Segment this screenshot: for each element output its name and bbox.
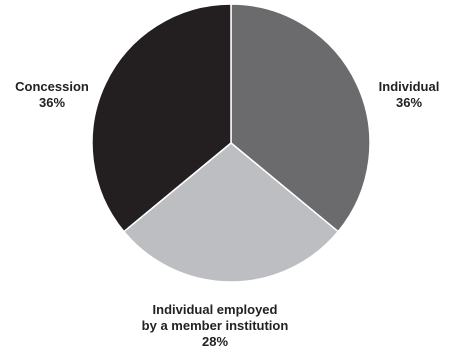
pie-labels: Individual 36%Individual employed by a mem… <box>15 79 439 349</box>
slice-label-line: Concession <box>15 79 89 94</box>
slice-label-line: Individual <box>379 79 440 94</box>
pie-slice-1 <box>230 3 371 233</box>
slice-label-line: Individual employed <box>153 302 278 317</box>
slice-label-1: Individual 36% <box>379 79 440 110</box>
slice-label-2: Individual employed by a member instituti… <box>142 302 289 349</box>
slice-label-3: Concession 36% <box>15 79 89 110</box>
slice-label-line: 36% <box>396 95 422 110</box>
slice-label-line: by a member institution <box>142 318 289 333</box>
pie-slices <box>91 3 371 283</box>
slice-label-line: 28% <box>202 334 228 349</box>
pie-slice-2 <box>123 142 339 283</box>
pie-slice-3 <box>91 3 232 233</box>
slice-label-line: 36% <box>39 95 65 110</box>
